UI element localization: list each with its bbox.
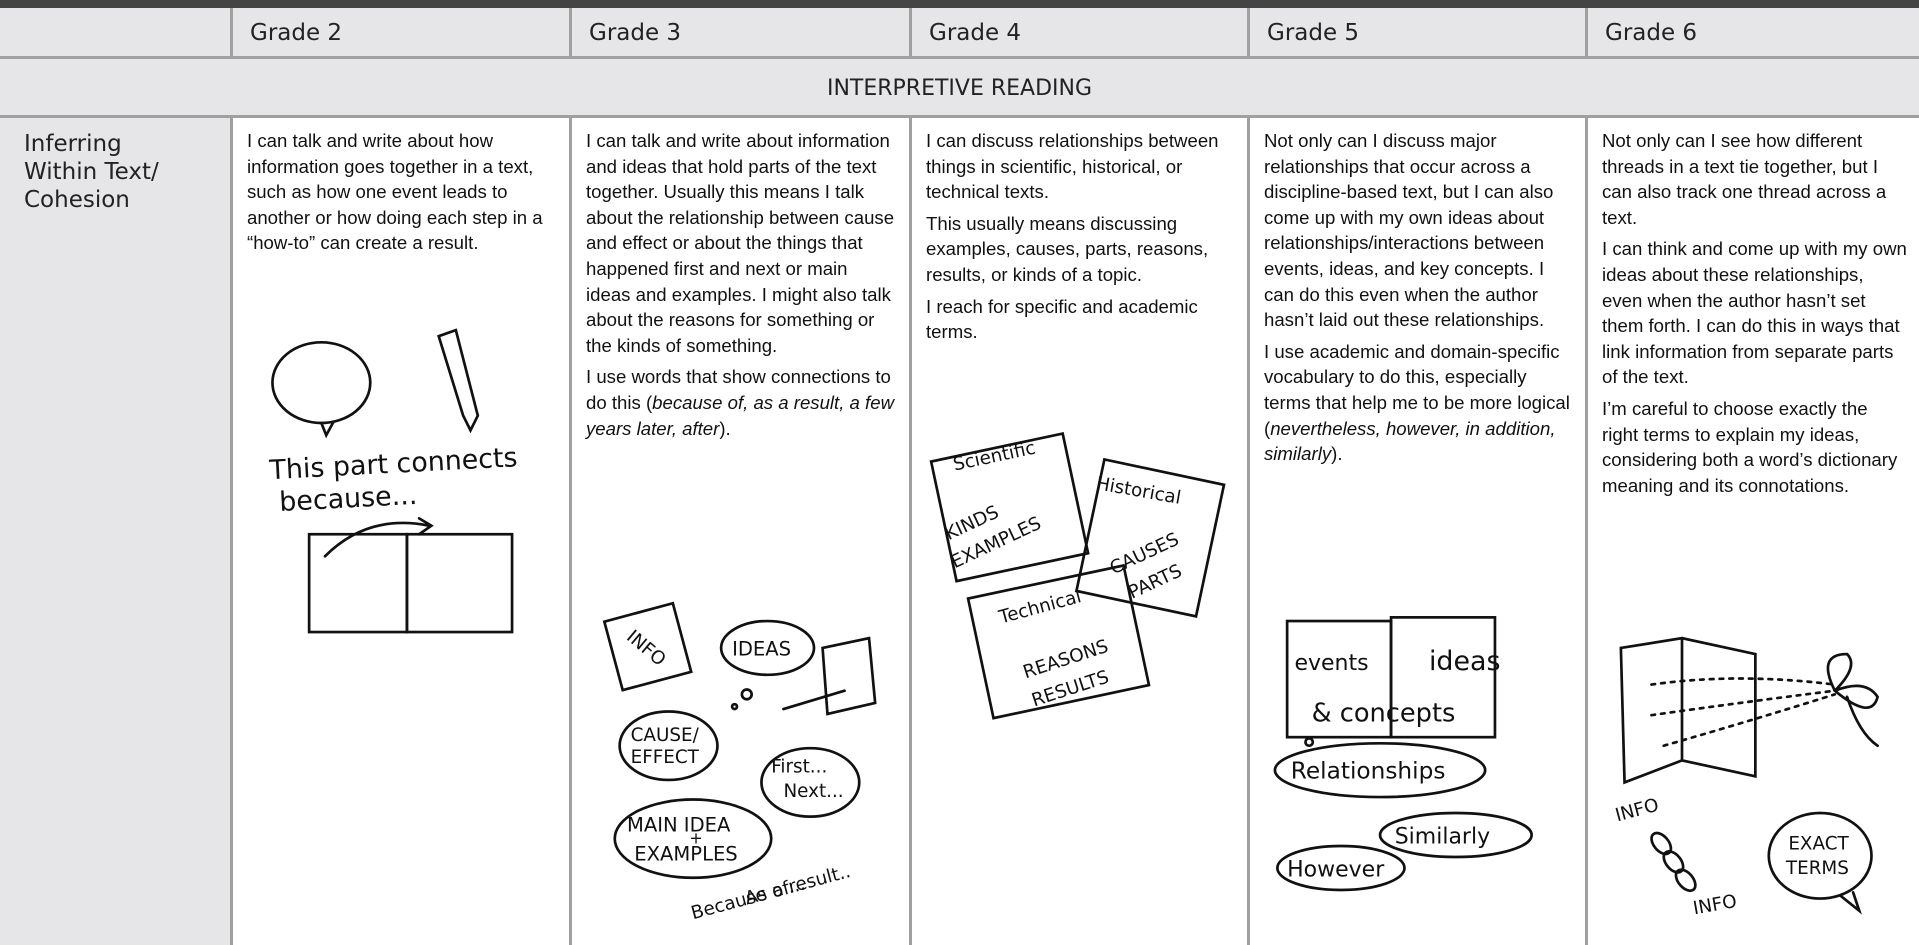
text: I can think and come up with my own idea…: [1602, 238, 1907, 388]
sketch-text: ideas: [1429, 646, 1501, 677]
text: This usually means discussing examples, …: [926, 212, 1209, 285]
paragraph: I use words that show connections to do …: [586, 364, 897, 441]
sketch-text: EXAMPLES: [634, 843, 737, 866]
sketch-text: INFO: [1613, 795, 1661, 827]
column-header: Grade 5: [1250, 8, 1588, 59]
text: I reach for specific and academic terms.: [926, 295, 1198, 343]
paragraph: Not only can I see how different threads…: [1602, 128, 1907, 230]
sketch-text: Technical: [996, 586, 1084, 628]
paragraph: I’m careful to choose exactly the right …: [1602, 396, 1907, 498]
sketch-text: Relationships: [1291, 758, 1446, 785]
sketch-text: INFO: [1691, 891, 1738, 919]
sketch-text: First...: [771, 757, 827, 778]
sketch-grade-2: This part connects because...: [268, 328, 519, 634]
emphasis: nevertheless, however, in addition, simi…: [1264, 417, 1556, 465]
column-header: Grade 4: [912, 8, 1250, 59]
sketch-text: INFO: [622, 626, 669, 670]
text: Not only can I see how different threads…: [1602, 130, 1887, 228]
text: I can talk and write about information a…: [586, 130, 895, 356]
sketch-text: EFFECT: [631, 747, 700, 768]
paragraph: I use academic and domain-specific vocab…: [1264, 339, 1573, 467]
paragraph: This usually means discussing examples, …: [926, 211, 1235, 288]
text: Not only can I discuss major relationshi…: [1264, 130, 1554, 331]
text: I’m careful to choose exactly the right …: [1602, 397, 1898, 496]
sketch-grade-6: INFO INFO EXACT TERMS: [1613, 636, 1880, 919]
sketch-grade-4: Scientific KINDS EXAMPLES Historical Tec…: [929, 431, 1226, 720]
top-bar: [0, 0, 1919, 8]
sketch-text: Next...: [783, 781, 843, 802]
column-header: Grade 6: [1588, 8, 1919, 59]
paragraph: I can discuss relationships between thin…: [926, 128, 1235, 205]
sketch-text: This part connects: [268, 442, 519, 486]
text: I can talk and write about how informati…: [247, 130, 543, 254]
text: ).: [719, 417, 731, 439]
sketch-text: because...: [279, 480, 418, 518]
sketch-grade-5: events ideas & concepts Relationships Si…: [1273, 616, 1533, 892]
text: I use words that show connections to do …: [586, 366, 891, 413]
sketch-grade-3: INFO IDEAS CAUSE/ EFFECT First... Next..…: [602, 601, 877, 924]
text: I can discuss relationships between thin…: [926, 130, 1219, 203]
paragraph: I reach for specific and academic terms.: [926, 294, 1235, 345]
text: I use academic and domain-specific vocab…: [1264, 340, 1570, 439]
sketch-text: events: [1294, 651, 1368, 676]
column-header: Grade 3: [572, 8, 912, 59]
paragraph: I can talk and write about information a…: [586, 128, 897, 358]
sketch-text: MAIN IDEA: [627, 813, 731, 836]
sketch-text: As a result..: [743, 861, 853, 909]
sketch-text: EXACT: [1788, 834, 1849, 855]
sketch-text: Scientific: [951, 438, 1037, 476]
paragraph: I can think and come up with my own idea…: [1602, 236, 1907, 390]
sketch-text: & concepts: [1312, 698, 1456, 728]
sketch-text: Similarly: [1395, 825, 1490, 850]
header-corner: [0, 8, 233, 59]
sketch-text: +: [689, 829, 702, 848]
cell: I can discuss relationships between thin…: [912, 118, 1250, 945]
cell: I can talk and write about how informati…: [233, 118, 572, 945]
cell: Not only can I discuss major relationshi…: [1250, 118, 1588, 945]
sketch-text: However: [1287, 858, 1385, 883]
emphasis: because of, as a result, a few years lat…: [586, 391, 894, 439]
cell: Not only can I see how different threads…: [1588, 118, 1919, 945]
paragraph: I can talk and write about how informati…: [247, 128, 557, 256]
sketch-text: TERMS: [1785, 858, 1849, 879]
section-title: INTERPRETIVE READING: [0, 59, 1919, 118]
cell: I can talk and write about information a…: [572, 118, 912, 945]
text: ).: [1331, 443, 1343, 465]
paragraph: Not only can I discuss major relationshi…: [1264, 128, 1573, 333]
sketch-text: IDEAS: [732, 637, 791, 660]
sketch-text: Historical: [1094, 473, 1182, 509]
column-header: Grade 2: [233, 8, 572, 59]
row-label: Inferring Within Text/ Cohesion: [0, 118, 233, 945]
sketch-text: CAUSE/: [631, 725, 700, 746]
